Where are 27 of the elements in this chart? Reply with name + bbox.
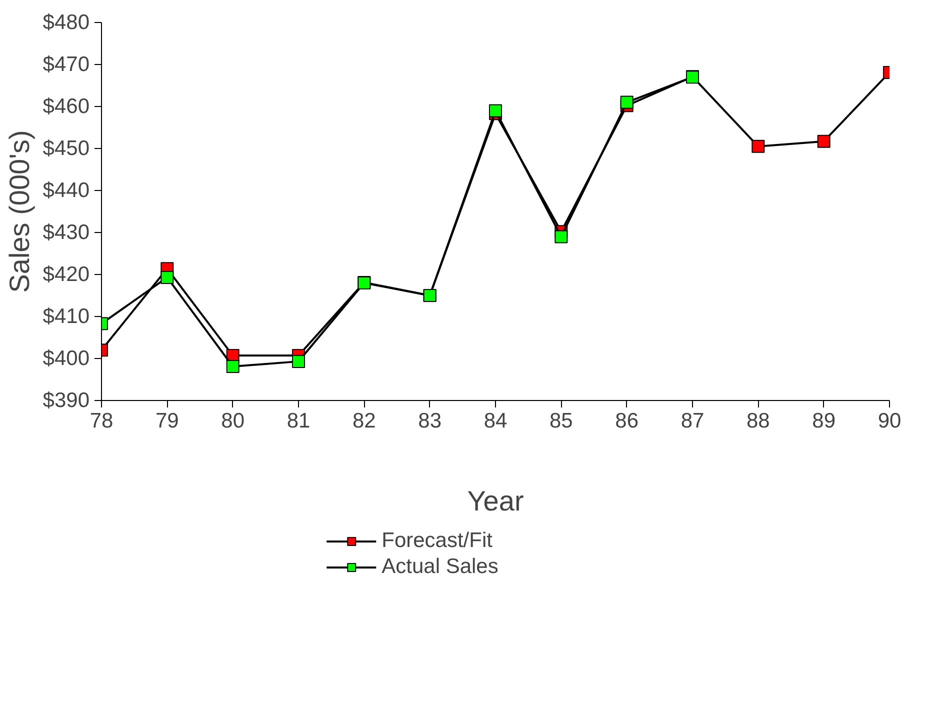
x-tick-label: 85: [549, 410, 573, 432]
x-tick-label: 78: [90, 410, 114, 432]
x-tick-label: 79: [155, 410, 179, 432]
x-tick-label: 90: [878, 410, 902, 432]
y-tick-label: $410: [42, 305, 90, 328]
x-tick-label: 88: [746, 410, 770, 432]
x-tick-label: 89: [812, 410, 836, 432]
x-tick-label: 87: [680, 410, 704, 432]
x-tick-label: 81: [286, 410, 310, 432]
x-tick-label: 82: [352, 410, 376, 432]
y-axis-title: Sales (000's): [4, 130, 35, 293]
x-tick-label: 83: [418, 410, 442, 432]
x-tick-label: 80: [221, 410, 245, 432]
y-tick-label: $390: [42, 389, 90, 412]
y-tick-label: $440: [42, 179, 90, 202]
y-tick-label: $470: [42, 53, 90, 76]
y-tick-label: $420: [42, 263, 90, 286]
y-tick-label: $460: [42, 95, 90, 118]
y-tick-label: $400: [42, 347, 90, 370]
y-tick-label: $480: [42, 11, 90, 34]
legend-label: Actual Sales: [382, 555, 498, 579]
x-tick-label: 86: [615, 410, 639, 432]
x-axis-title: Year: [467, 486, 524, 516]
legend-label: Forecast/Fit: [382, 529, 492, 553]
y-tick-label: $450: [42, 137, 90, 160]
x-tick-label: 84: [484, 410, 508, 432]
y-tick-label: $430: [42, 221, 90, 244]
